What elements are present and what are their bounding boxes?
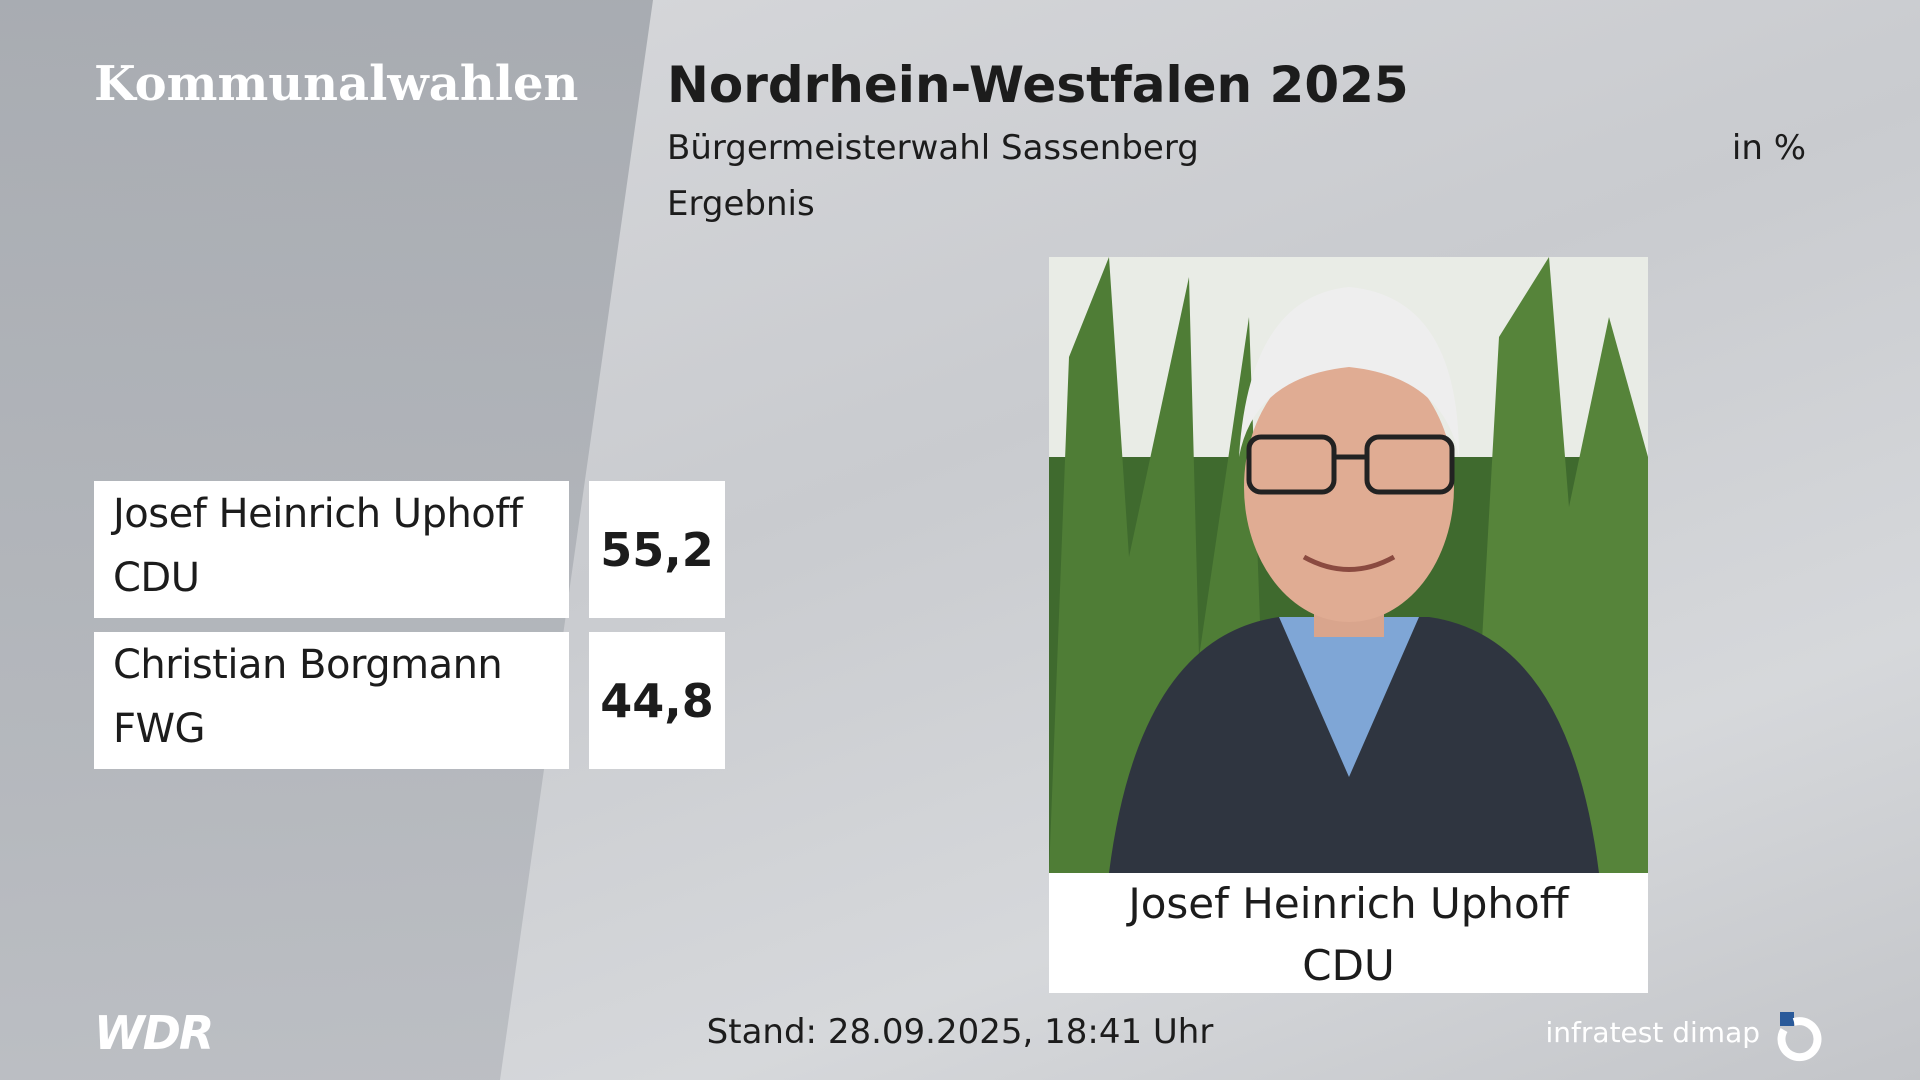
result-value: 55,2	[589, 481, 725, 618]
subtitle: Bürgermeisterwahl Sassenberg	[667, 128, 1199, 168]
candidate-name: Josef Heinrich Uphoff	[113, 491, 523, 537]
photo-caption: Josef Heinrich Uphoff CDU	[1049, 873, 1648, 993]
source: infratest dimap	[1545, 1016, 1760, 1049]
candidate-party: FWG	[113, 706, 206, 752]
caption-name: Josef Heinrich Uphoff	[1128, 879, 1569, 928]
candidate-box: Christian Borgmann FWG	[94, 632, 569, 769]
candidate-photo	[1049, 257, 1648, 873]
timestamp: Stand: 28.09.2025, 18:41 Uhr	[706, 1012, 1214, 1052]
candidate-party: CDU	[113, 555, 200, 601]
unit: in %	[1731, 128, 1806, 168]
candidate-name: Christian Borgmann	[113, 642, 503, 688]
section-label: Kommunalwahlen	[94, 56, 579, 112]
title: Nordrhein-Westfalen 2025	[667, 56, 1409, 114]
caption-party: CDU	[1302, 941, 1395, 990]
source-logo	[1777, 1012, 1822, 1062]
result-value: 44,8	[589, 632, 725, 769]
candidate-box: Josef Heinrich Uphoff CDU	[94, 481, 569, 618]
status: Ergebnis	[667, 184, 815, 224]
broadcaster-logo: WDR	[94, 1006, 214, 1060]
